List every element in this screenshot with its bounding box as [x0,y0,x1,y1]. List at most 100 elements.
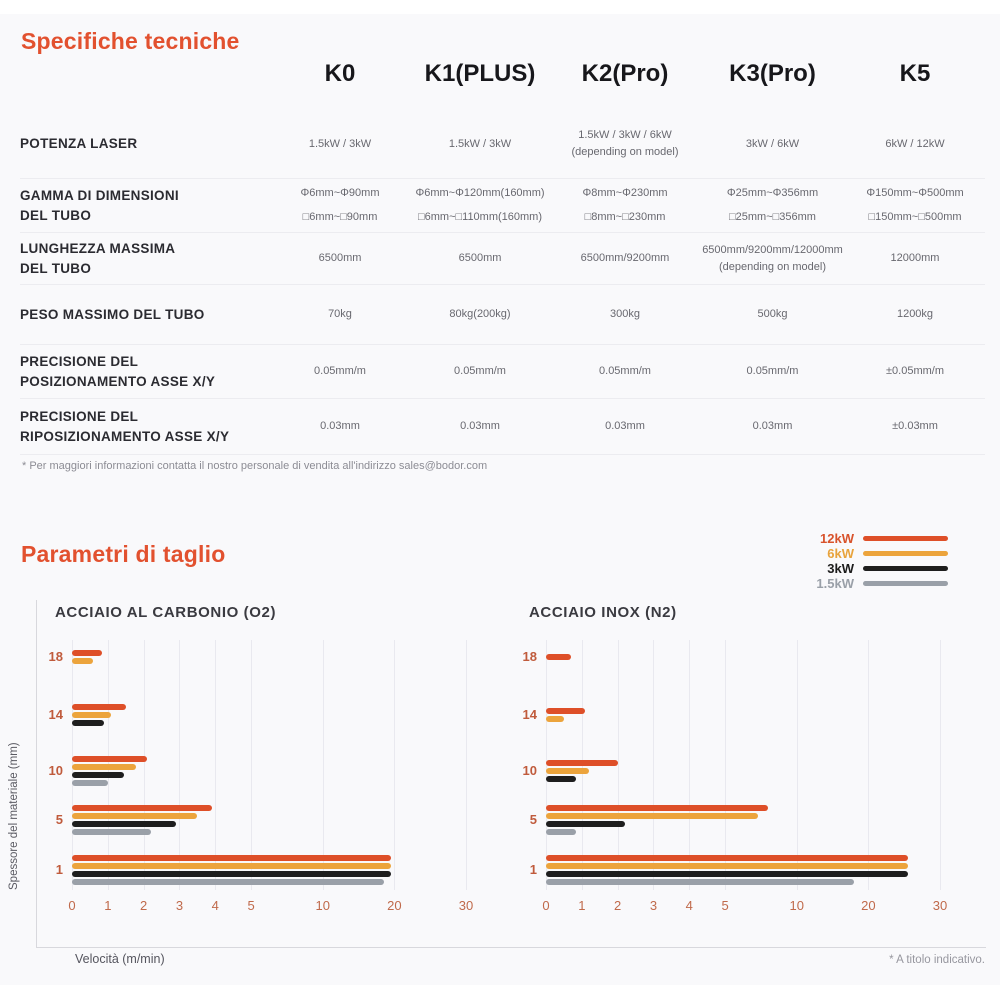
bar-12kW [72,704,126,710]
gridline [215,640,217,890]
x-tick-label: 5 [247,898,255,913]
legend-row: 1.5kW [816,576,948,591]
x-tick-label: 20 [387,898,402,913]
bar-6kW [72,764,137,770]
spec-cell: 70kg [328,308,352,321]
spec-row-label: GAMMA DI DIMENSIONI DEL TUBO [20,187,179,223]
category-label: 1 [529,862,537,877]
spec-cell: 0.03mm [320,420,360,433]
chart-stainless-steel: 0 1 2 3 4 5 10 20 30 18 14 10 5 1 [523,640,947,913]
bar-12kW [546,708,586,714]
bar-group [72,650,466,666]
spec-cell: 1200kg [896,308,934,321]
bar-6kW [72,712,112,718]
model-column-k3: K3(Pro) [729,60,816,87]
spec-row-label: POTENZA LASER [20,136,138,152]
spec-cell: 6500mm/9200mm/12000mm (depending on model… [702,243,843,273]
spec-cell: 6500mm/9200mm [580,252,670,265]
bar-6kW [546,716,564,722]
spec-cell: Φ6mm~Φ120mm(160mm) □6mm~□110mm(160mm) [415,187,545,223]
x-tick-label: 5 [721,898,729,913]
gridline [940,640,941,890]
bar-12kW [72,805,212,811]
spec-row: LUNGHEZZA MASSIMA DEL TUBO 6500mm 6500mm 650… [20,233,985,285]
bar-1.5kW [546,829,577,835]
y-axis-label: Spessore del materiale (mm) [8,742,20,890]
x-tick-label: 3 [649,898,658,913]
bar-12kW [546,855,908,861]
x-tick-label: 4 [211,898,219,913]
gridline [725,640,727,890]
legend-swatch [863,581,948,586]
spec-cell: 300kg [610,308,640,321]
bar-6kW [546,863,908,869]
bar-group [72,756,466,788]
gridline [653,640,655,890]
spec-cell: ±0.03mm [892,420,938,433]
bar-group [546,654,940,662]
spec-row: PESO MASSIMO DEL TUBO 70kg 80kg(200kg) 300k… [20,285,985,345]
x-tick-label: 2 [140,898,148,913]
spec-cell: 0.03mm [460,420,500,433]
spec-row: PRECISIONE DEL POSIZIONAMENTO ASSE X/Y 0.0… [20,345,985,399]
spec-cell: 3kW / 6kW [745,137,800,150]
bar-6kW [546,813,759,819]
bar-6kW [72,813,198,819]
x-tick-label: 2 [614,898,622,913]
chart-title-stainless-steel: ACCIAIO INOX (N2) [529,604,677,621]
model-column-k5: K5 [899,60,931,87]
x-tick-label: 20 [861,898,876,913]
spec-header-spacer [20,60,270,88]
bar-1.5kW [72,829,151,835]
legend-label: 1.5kW [816,576,854,591]
spec-cell: 6kW / 12kW [885,137,945,150]
x-tick-label: 30 [932,898,948,913]
spec-row: GAMMA DI DIMENSIONI DEL TUBO Φ6mm~Φ90mm □6m… [20,179,985,233]
x-tick-label: 30 [458,898,474,913]
gridline [143,640,145,890]
x-tick-label: 1 [578,898,586,913]
category-label: 1 [55,862,63,877]
bar-group [546,708,940,724]
bar-1.5kW [72,879,384,885]
spec-row-label: LUNGHEZZA MASSIMA DEL TUBO [20,240,176,276]
chart-frame [36,600,986,948]
legend-swatch [863,551,948,556]
legend-swatch [863,566,948,571]
bar-6kW [72,658,94,664]
power-legend: 12kW 6kW 3kW 1.5kW [816,531,948,591]
spec-cell: 1.5kW / 3kW [308,137,372,150]
gridline [179,640,181,890]
spec-row-label: PESO MASSIMO DEL TUBO [20,306,205,322]
chart-title-carbon-steel: ACCIAIO AL CARBONIO (O2) [55,604,277,621]
x-tick-label: 1 [104,898,112,913]
spec-cell: Φ150mm~Φ500mm □150mm~□500mm [866,187,964,223]
spec-cell: 0.03mm [752,420,793,433]
legend-swatch [863,536,948,541]
bar-group [546,855,940,887]
gridline [322,640,324,890]
category-label: 14 [48,707,63,722]
gridline [617,640,619,890]
x-tick-label: 10 [789,898,804,913]
spec-table-header: K0 K1(PLUS) K2(Pro) K3(Pro) K5 [20,60,985,88]
gridline [466,640,467,890]
spec-cell: 0.05mm/m [599,365,651,378]
legend-row: 6kW [816,546,948,561]
bar-group [72,704,466,728]
legend-label: 6kW [827,546,854,561]
category-label: 5 [55,812,63,827]
category-label: 14 [522,707,537,722]
category-label: 10 [522,763,537,778]
cutting-section-title: Parametri di taglio [21,541,226,567]
legend-row: 3kW [816,561,948,576]
bar-12kW [72,756,148,762]
model-column-k0: K0 [324,60,356,87]
legend-row: 12kW [816,531,948,546]
bar-group [546,760,940,784]
model-column-k2: K2(Pro) [581,60,669,87]
spec-footnote: * Per maggiori informazioni contatta il … [22,460,488,472]
legend-label: 12kW [820,531,854,546]
x-tick-label: 3 [175,898,184,913]
bar-3kW [72,720,105,726]
